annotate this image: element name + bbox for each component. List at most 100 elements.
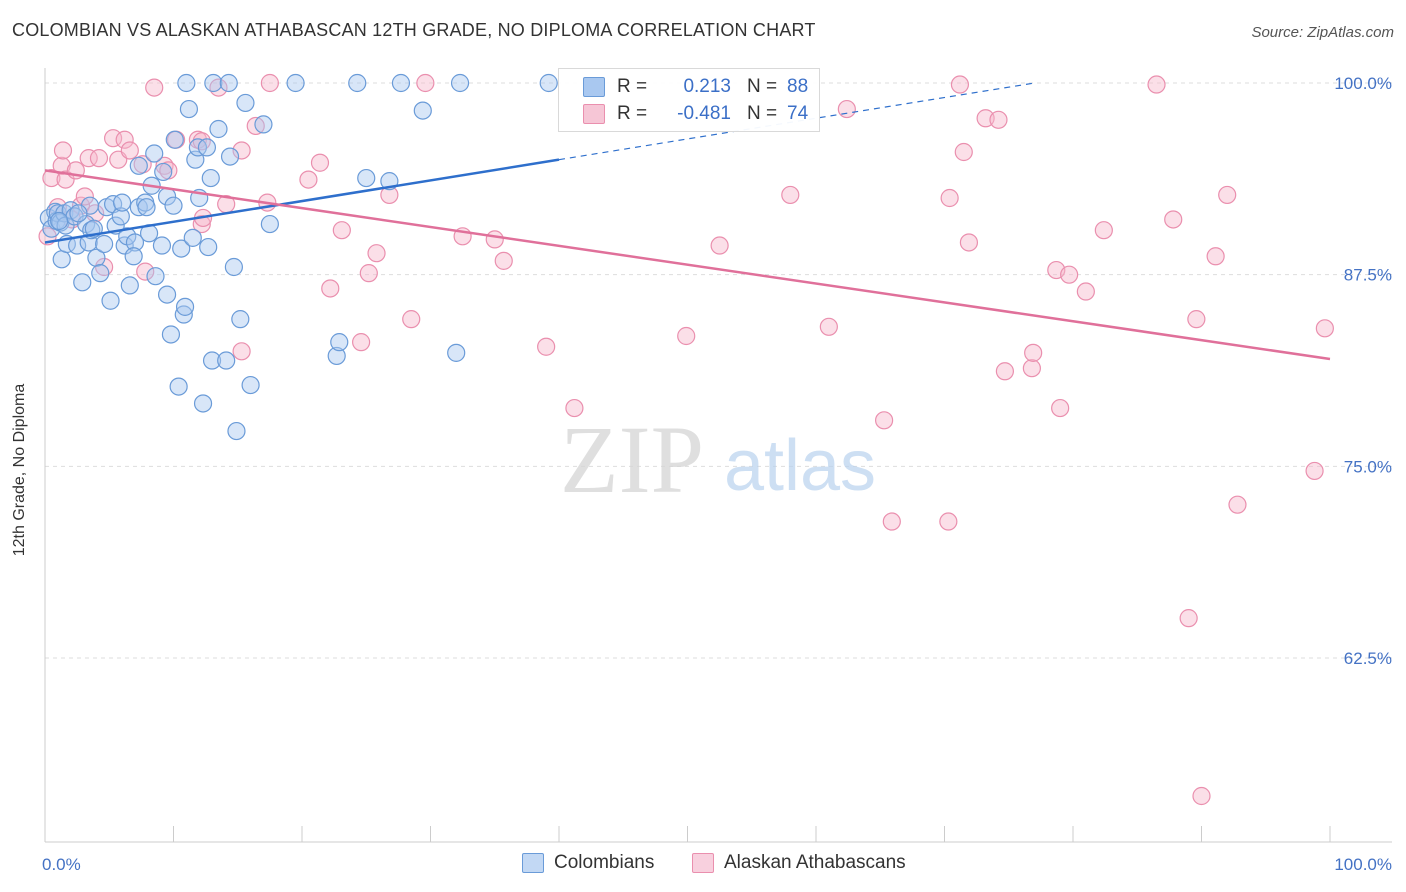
- data-point-alaskan: [1024, 343, 1043, 362]
- data-point-alaskan: [1218, 185, 1237, 205]
- legend-n-label: N =: [747, 76, 778, 97]
- data-point-colombian: [217, 351, 236, 370]
- data-point-colombian: [254, 115, 273, 134]
- trendline-colombians: [44, 158, 560, 244]
- y-tick-label: 100.0%: [1334, 74, 1392, 93]
- legend-row-colombians: R = 0.213 N = 88: [583, 74, 808, 100]
- data-point-colombian: [330, 333, 349, 352]
- data-point-colombian: [161, 325, 181, 344]
- data-point-colombian: [179, 99, 199, 119]
- data-point-alaskan: [120, 141, 139, 160]
- data-point-alaskan: [1147, 75, 1166, 94]
- data-point-alaskan: [115, 130, 134, 149]
- legend-n-label: N =: [747, 103, 778, 124]
- legend-r-label: R =: [617, 103, 648, 124]
- data-point-colombian: [137, 198, 156, 217]
- legend-r-value: -0.481: [677, 103, 731, 124]
- legend-r-label: R =: [617, 76, 648, 97]
- data-point-colombian: [224, 257, 243, 277]
- y-tick-label: 62.5%: [1344, 649, 1392, 668]
- watermark-zip: ZIP: [560, 406, 704, 513]
- data-point-colombian: [348, 73, 367, 93]
- trendline-alaskan: [44, 169, 1331, 361]
- data-point-alaskan: [1228, 495, 1247, 514]
- data-point-alaskan: [332, 221, 351, 240]
- data-point-colombian: [69, 204, 88, 223]
- data-point-alaskan: [232, 141, 251, 160]
- data-point-alaskan: [299, 170, 318, 189]
- data-point-alaskan: [819, 317, 838, 336]
- watermark-atlas: atlas: [724, 426, 876, 506]
- data-point-colombian: [146, 267, 165, 286]
- data-point-alaskan: [950, 75, 970, 94]
- data-point-colombian: [73, 273, 92, 292]
- data-point-alaskan: [995, 362, 1014, 381]
- data-point-alaskan: [837, 99, 856, 119]
- data-point-alaskan: [352, 333, 371, 352]
- data-point-colombian: [447, 343, 466, 362]
- watermark: ZIP atlas: [560, 406, 876, 513]
- data-point-colombian: [220, 147, 240, 166]
- data-point-alaskan: [310, 153, 330, 172]
- data-point-alaskan: [402, 310, 421, 329]
- data-point-alaskan: [260, 73, 279, 93]
- data-point-colombian: [124, 247, 143, 266]
- data-point-colombian: [450, 73, 470, 93]
- data-point-colombian: [209, 119, 228, 139]
- legend-n-value: 74: [787, 103, 809, 124]
- data-point-alaskan: [42, 168, 61, 188]
- data-point-colombian: [112, 193, 132, 212]
- data-point-alaskan: [52, 156, 71, 175]
- data-point-colombian: [172, 239, 191, 258]
- data-point-alaskan: [136, 262, 155, 281]
- chart-title: COLOMBIAN VS ALASKAN ATHABASCAN 12TH GRA…: [12, 20, 816, 40]
- legend-n-value: 88: [787, 76, 809, 97]
- data-point-alaskan: [1060, 265, 1079, 284]
- data-point-alaskan: [565, 398, 584, 418]
- data-point-colombian: [164, 196, 183, 215]
- bottom-legend-colombians: Colombians: [522, 852, 654, 874]
- data-point-colombian: [175, 297, 195, 316]
- data-point-alaskan: [677, 326, 696, 346]
- data-point-alaskan: [939, 512, 958, 531]
- data-point-alaskan: [781, 185, 800, 205]
- data-point-alaskan: [145, 78, 164, 97]
- data-point-alaskan: [940, 188, 959, 208]
- data-point-alaskan: [1164, 210, 1183, 229]
- data-point-alaskan: [1051, 398, 1070, 418]
- blue-series-points: [39, 73, 558, 441]
- data-point-colombian: [152, 236, 172, 255]
- y-tick-labels: 100.0% 87.5% 75.0% 62.5%: [1334, 74, 1392, 668]
- data-point-alaskan: [232, 342, 251, 361]
- data-point-colombian: [227, 421, 246, 441]
- stats-legend: R = 0.213 N = 88 R = -0.481 N = 74: [558, 68, 820, 132]
- chart-source: Source: ZipAtlas.com: [1251, 24, 1394, 41]
- data-point-alaskan: [989, 110, 1008, 129]
- data-point-colombian: [193, 394, 213, 413]
- data-point-colombian: [204, 73, 223, 93]
- data-point-colombian: [177, 73, 196, 93]
- data-point-alaskan: [104, 129, 123, 148]
- data-point-colombian: [169, 377, 188, 396]
- bottom-legend-label: Alaskan Athabascans: [724, 852, 906, 873]
- y-tick-label: 75.0%: [1344, 457, 1392, 476]
- data-point-alaskan: [959, 233, 979, 252]
- data-point-colombian: [199, 237, 218, 257]
- data-point-colombian: [202, 351, 222, 370]
- bottom-legend-swatch-pink: [692, 853, 714, 873]
- data-point-alaskan: [321, 279, 340, 298]
- data-point-colombian: [236, 93, 255, 113]
- data-point-alaskan: [485, 230, 504, 249]
- data-point-colombian: [413, 101, 432, 120]
- legend-swatch-pink: [583, 104, 605, 124]
- legend-swatch-blue: [583, 77, 605, 97]
- data-point-colombian: [391, 73, 411, 93]
- data-point-colombian: [145, 144, 164, 163]
- trendline-colombians-extension: [558, 82, 1035, 161]
- bottom-legend-swatch-blue: [522, 853, 544, 873]
- data-point-alaskan: [1305, 461, 1324, 481]
- data-point-colombian: [120, 276, 139, 295]
- data-point-colombian: [174, 305, 193, 324]
- data-point-alaskan: [875, 411, 894, 430]
